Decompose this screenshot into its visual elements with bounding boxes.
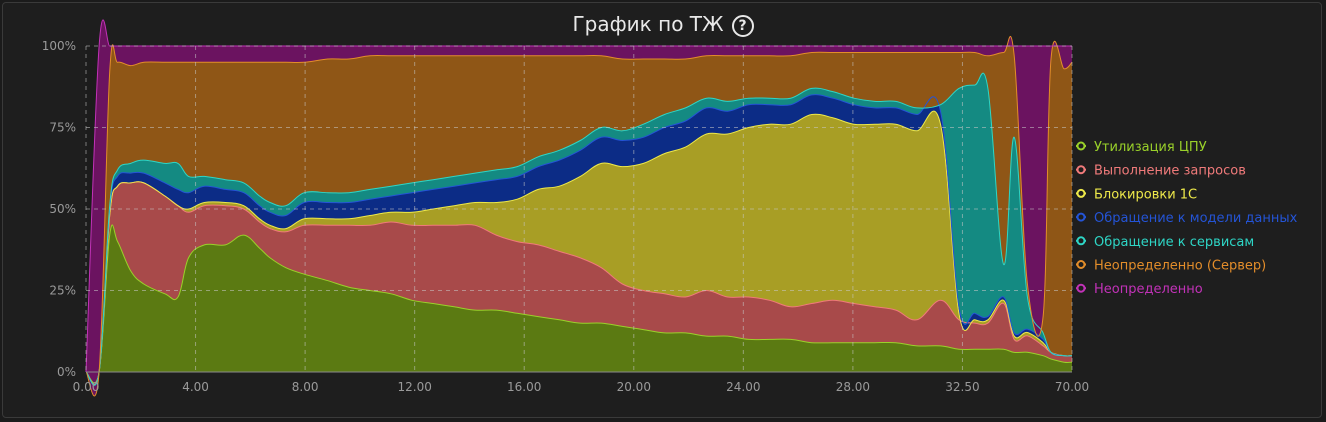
y-tick-label: 0% (57, 365, 76, 379)
chart-title: График по ТЖ (572, 12, 724, 36)
area-series-line-2 (85, 181, 1073, 385)
area-layer (85, 19, 1073, 397)
x-tick-label: 8.00 (292, 380, 319, 394)
area-series-6[interactable] (86, 36, 1072, 396)
legend-label: Утилизация ЦПУ (1094, 140, 1207, 155)
area-series-5[interactable] (86, 73, 1072, 386)
legend-item-4[interactable]: Обращение к модели данных (1076, 211, 1298, 226)
legend-marker (1076, 236, 1086, 246)
legend-item-6[interactable]: Неопределенно (Сервер) (1076, 259, 1266, 274)
legend-label: Выполнение запросов (1094, 164, 1246, 179)
x-tick-label: 70.00 (1055, 380, 1089, 394)
area-series-line-5 (85, 72, 1073, 386)
legend-marker (1076, 212, 1086, 222)
x-tick-label: 16.00 (507, 380, 541, 394)
legend-marker (1076, 165, 1086, 175)
legend-item-7[interactable]: Неопределенно (1076, 282, 1203, 297)
x-tick-label: 4.00 (182, 380, 209, 394)
legend-label: Блокировки 1С (1094, 187, 1197, 202)
x-tick-label: 20.00 (617, 380, 651, 394)
x-tick-label: 0.00 (73, 380, 100, 394)
area-series-7[interactable] (86, 19, 1072, 397)
x-tick-label: 28.00 (836, 380, 870, 394)
area-series-3[interactable] (86, 111, 1072, 385)
y-tick-label: 75% (49, 121, 76, 135)
y-tick-label: 100% (42, 39, 76, 53)
legend[interactable]: Утилизация ЦПУ Выполнение запросов Блокиро… (1076, 140, 1298, 297)
legend-marker (1076, 141, 1086, 151)
legend-label: Неопределенно (Сервер) (1094, 259, 1266, 274)
area-series-1[interactable] (86, 224, 1072, 383)
area-series-2[interactable] (86, 181, 1072, 385)
area-series-line-4 (85, 94, 1073, 386)
x-tick-label: 12.00 (397, 380, 431, 394)
axis-layer: 0% 25% 50% 75% 100% 0.00 4.00 8.00 12.00 16.00 20.… (42, 39, 1089, 394)
legend-item-5[interactable]: Обращение к сервисам (1076, 235, 1254, 250)
x-tick-label: 24.00 (726, 380, 760, 394)
area-series-4[interactable] (86, 94, 1072, 386)
question-circle-icon[interactable]: ? (731, 15, 754, 37)
legend-label: Обращение к модели данных (1094, 211, 1298, 226)
legend-item-2[interactable]: Выполнение запросов (1076, 164, 1246, 179)
chart-header: График по ТЖ? (0, 11, 1326, 37)
legend-marker (1076, 188, 1086, 198)
legend-label: Обращение к сервисам (1094, 235, 1254, 250)
legend-marker (1076, 260, 1086, 269)
area-series-line-6 (85, 36, 1073, 397)
legend-marker (1076, 283, 1086, 293)
legend-item-3[interactable]: Блокировки 1С (1076, 187, 1197, 202)
y-tick-label: 50% (49, 202, 76, 216)
legend-item-1[interactable]: Утилизация ЦПУ (1076, 140, 1207, 155)
legend-label: Неопределенно (1094, 282, 1203, 297)
x-tick-label: 32.50 (945, 380, 979, 394)
area-series-line-3 (85, 110, 1073, 385)
grid-layer (85, 45, 1073, 373)
y-tick-label: 25% (49, 284, 76, 298)
area-series-line-1 (85, 224, 1073, 384)
